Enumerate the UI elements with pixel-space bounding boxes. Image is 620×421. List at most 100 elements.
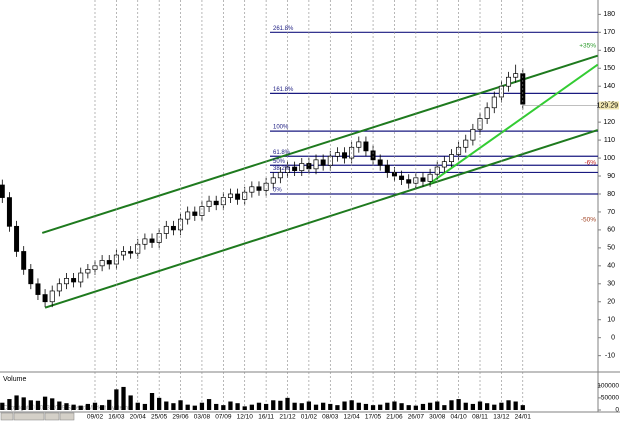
candle-body [441, 161, 447, 168]
volume-bar [199, 402, 205, 410]
candle-body [363, 141, 369, 152]
y-tick-label: 100 [603, 155, 615, 162]
candle-body [78, 272, 84, 283]
candle-body [149, 238, 155, 243]
candle-body [6, 197, 12, 227]
candle-body [463, 139, 469, 148]
fib-label: 61.8% [273, 150, 291, 156]
x-tick-label: 21/06 [386, 414, 403, 421]
x-tick-label: 16/11 [258, 414, 274, 421]
candle-body [227, 193, 233, 198]
y-tick-label: 110 [604, 137, 615, 144]
x-tick-label: 08/03 [322, 414, 339, 421]
y-tick-label: 0 [611, 335, 615, 342]
candle-body [142, 238, 148, 245]
candle-body [320, 159, 326, 166]
volume-bar [456, 399, 461, 410]
x-tick-label: 04/10 [450, 414, 467, 421]
candle-body [192, 211, 198, 216]
candle-body [356, 141, 362, 148]
x-tick-label: 08/11 [472, 414, 488, 421]
toolbar-button[interactable] [13, 412, 45, 421]
plot-area [0, 31, 598, 309]
last-price-box [599, 101, 619, 110]
volume-bar [342, 401, 347, 410]
volume-bar [299, 403, 304, 410]
candle-body [213, 200, 219, 206]
volume-bar [285, 397, 290, 410]
candle-body [456, 146, 462, 155]
x-tick-label: 29/06 [172, 414, 189, 421]
x-tick-label: 07/09 [215, 414, 232, 421]
volume-bar [256, 402, 262, 410]
candle-body [99, 260, 105, 267]
volume-bar [85, 403, 90, 410]
volume-bar [449, 400, 454, 410]
volume-bar [28, 400, 33, 410]
volume-bar [420, 403, 426, 410]
volume-bar [50, 398, 55, 410]
volume-bar [14, 395, 19, 410]
volume-bar [470, 403, 476, 410]
trendline [429, 63, 598, 185]
volume-bar [64, 403, 69, 410]
fib-label: 100% [273, 125, 289, 131]
trendline [44, 129, 598, 309]
x-tick-label: 30/08 [429, 414, 446, 421]
volume-bar [228, 401, 233, 410]
candle-body [85, 269, 91, 274]
toolbar [0, 412, 75, 421]
y-tick-label: 150 [603, 65, 615, 72]
toolbar-button[interactable] [44, 412, 60, 421]
volume-bar [149, 393, 155, 410]
candle-body [427, 173, 433, 182]
y-tick-label: 140 [603, 83, 615, 90]
y-tick-label: 120 [603, 119, 615, 126]
candle-body [506, 76, 512, 87]
toolbar-button[interactable] [59, 412, 75, 421]
x-tick-label: 09/02 [87, 414, 104, 421]
volume-bar [427, 402, 433, 410]
trendline [41, 54, 598, 234]
candle-body [313, 159, 319, 170]
x-tick-label: 13/12 [493, 414, 510, 421]
candle-body [128, 251, 134, 254]
volume-bar [378, 404, 383, 410]
y-tick-label: -10 [605, 352, 615, 359]
y-tick-label: 50 [607, 245, 615, 252]
annotation: -50% [581, 217, 596, 224]
candle-body [491, 96, 497, 109]
fib-label: 261.8% [273, 26, 294, 32]
y-tick-label: 170 [603, 29, 615, 36]
y-tick-label: 10 [607, 317, 615, 324]
volume-tick-label: 100000 [597, 382, 619, 389]
volume-bar [306, 401, 312, 410]
y-tick-label: 80 [607, 191, 615, 198]
fib-label: 161.8% [273, 87, 294, 93]
volume-bar [121, 386, 126, 410]
candle-body [206, 200, 212, 207]
volume-bar [171, 403, 176, 410]
volume-bar [271, 400, 276, 410]
volume-bar [178, 400, 183, 410]
volume-bar [192, 405, 197, 410]
x-tick-label: 03/08 [194, 414, 211, 421]
volume-bar [477, 401, 483, 410]
candle-body [334, 152, 340, 157]
volume-bar [221, 405, 226, 410]
volume-bar [57, 401, 62, 410]
candle-body [14, 225, 20, 252]
volume-bar [292, 402, 297, 410]
candle-body [185, 211, 191, 220]
volume-bar [406, 405, 411, 410]
volume-bar [78, 405, 83, 410]
volume-bar [242, 406, 247, 410]
toolbar-button[interactable] [0, 412, 14, 421]
volume-bar [520, 405, 525, 410]
volume-bar [385, 402, 390, 410]
volume-bar [442, 405, 447, 410]
volume-bar [185, 404, 190, 410]
volume-bar [21, 397, 26, 410]
candle-body [342, 152, 348, 159]
